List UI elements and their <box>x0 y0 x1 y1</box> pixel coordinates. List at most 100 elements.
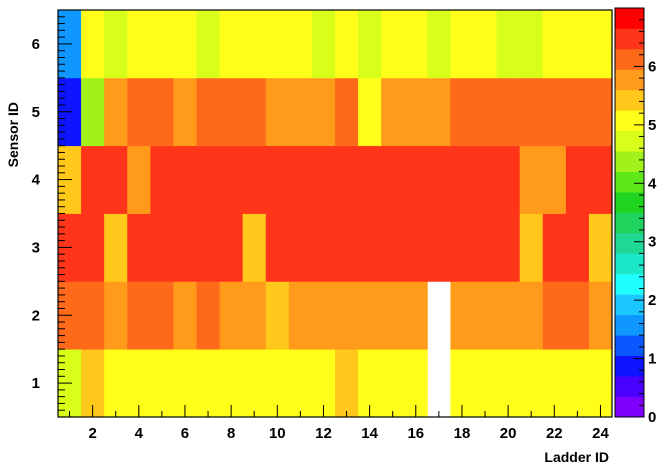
heatmap-cell <box>588 145 613 214</box>
heatmap-cell <box>565 213 590 282</box>
heatmap-cell <box>335 213 359 282</box>
y-tick-label: 5 <box>32 104 40 121</box>
heatmap-cell <box>311 281 336 350</box>
y-axis: 1 2 3 4 5 6 <box>32 16 72 411</box>
heatmap-cell <box>565 281 590 350</box>
heatmap-cell <box>404 77 428 147</box>
heatmap-cell <box>104 213 128 282</box>
x-tick-label: 20 <box>500 425 517 442</box>
heatmap-cell <box>311 10 336 79</box>
y-tick-label: 4 <box>32 172 41 189</box>
heatmap-cell <box>288 10 313 79</box>
heatmap-cell <box>173 10 197 79</box>
heatmap-cell <box>242 349 267 418</box>
heatmap-cell <box>450 281 474 350</box>
colorbar-swatch <box>615 8 644 29</box>
heatmap-cell <box>150 77 174 147</box>
colorbar-swatch <box>615 69 644 91</box>
y-tick-label: 6 <box>32 36 40 53</box>
heatmap-cell <box>335 349 359 418</box>
heatmap-cell <box>150 145 174 214</box>
heatmap-cell <box>519 281 544 350</box>
x-tick-label: 8 <box>227 425 235 442</box>
heatmap-cell <box>242 281 267 350</box>
heatmap-cell <box>219 77 244 147</box>
heatmap-cell <box>358 77 382 147</box>
heatmap-cell <box>104 349 128 418</box>
heatmap-cell <box>450 10 474 79</box>
heatmap-cell <box>565 145 590 214</box>
colorbar-tick-label: 6 <box>648 58 656 75</box>
heatmap-cell <box>588 77 613 147</box>
heatmap-cell <box>311 349 336 418</box>
colorbar-swatch <box>615 355 644 377</box>
y-tick-label: 1 <box>32 375 40 392</box>
heatmap-cell <box>496 77 521 147</box>
colorbar-swatch <box>615 212 644 234</box>
heatmap-cell <box>265 145 290 214</box>
heatmap-cell <box>450 349 474 418</box>
heatmap-cell <box>81 349 105 418</box>
x-axis: 2 4 6 8 10 12 14 16 18 20 22 24 <box>69 405 609 442</box>
colorbar-swatch <box>615 192 644 213</box>
heatmap-cell <box>127 213 151 282</box>
heatmap-cell <box>473 77 497 147</box>
heatmap-cell <box>427 77 451 147</box>
heatmap-cell <box>496 349 521 418</box>
y-tick-label: 3 <box>32 239 40 256</box>
heatmap-cell <box>381 349 405 418</box>
heatmap-cell <box>288 145 313 214</box>
colorbar-swatch <box>615 110 644 132</box>
heatmap-cell <box>450 77 474 147</box>
heatmap-cell <box>150 10 174 79</box>
colorbar-swatch <box>615 376 644 397</box>
heatmap-cell <box>288 349 313 418</box>
heatmap-cell <box>288 213 313 282</box>
heatmap-cell <box>104 145 128 214</box>
heatmap-cell <box>242 213 267 282</box>
heatmap-cell <box>473 349 497 418</box>
heatmap-cell <box>127 10 151 79</box>
heatmap-cell <box>196 77 220 147</box>
heatmap-cell <box>358 281 382 350</box>
heatmap-cell <box>196 281 220 350</box>
heatmap-cell <box>381 145 405 214</box>
colorbar-tick-label: 3 <box>648 234 656 251</box>
heatmap-cell <box>381 281 405 350</box>
heatmap-cell <box>496 10 521 79</box>
heatmap-cell <box>173 77 197 147</box>
colorbar-swatch <box>615 253 644 275</box>
heatmap-cell <box>519 213 544 282</box>
heatmap-cell <box>565 349 590 418</box>
heatmap-cell <box>81 281 105 350</box>
heatmap-cell <box>150 213 174 282</box>
heatmap-cell <box>335 77 359 147</box>
colorbar-swatch <box>615 273 644 295</box>
heatmap-cell <box>150 281 174 350</box>
heatmap-cell <box>173 349 197 418</box>
colorbar-tick-label: 4 <box>648 175 657 192</box>
x-tick-label: 2 <box>88 425 96 442</box>
colorbar-tick-label: 2 <box>648 292 656 309</box>
heatmap-cells <box>58 10 613 418</box>
colorbar-swatch <box>615 48 644 70</box>
colorbar-swatch <box>615 314 644 336</box>
heatmap-cell <box>519 349 544 418</box>
heatmap-cell <box>588 349 613 418</box>
heatmap-cell <box>473 281 497 350</box>
heatmap-cell <box>173 213 197 282</box>
colorbar-swatch <box>615 28 644 50</box>
colorbar-swatch <box>615 151 644 172</box>
heatmap-cell <box>219 10 244 79</box>
x-tick-label: 24 <box>592 425 609 442</box>
heatmap-cell <box>358 145 382 214</box>
heatmap-cell <box>542 281 567 350</box>
heatmap-cell <box>404 213 428 282</box>
heatmap-cell <box>358 349 382 418</box>
heatmap-cell <box>519 77 544 147</box>
heatmap-cell <box>81 77 105 147</box>
heatmap-cell <box>519 145 544 214</box>
heatmap-cell <box>427 213 451 282</box>
heatmap-cell <box>473 213 497 282</box>
heatmap-cell <box>288 281 313 350</box>
